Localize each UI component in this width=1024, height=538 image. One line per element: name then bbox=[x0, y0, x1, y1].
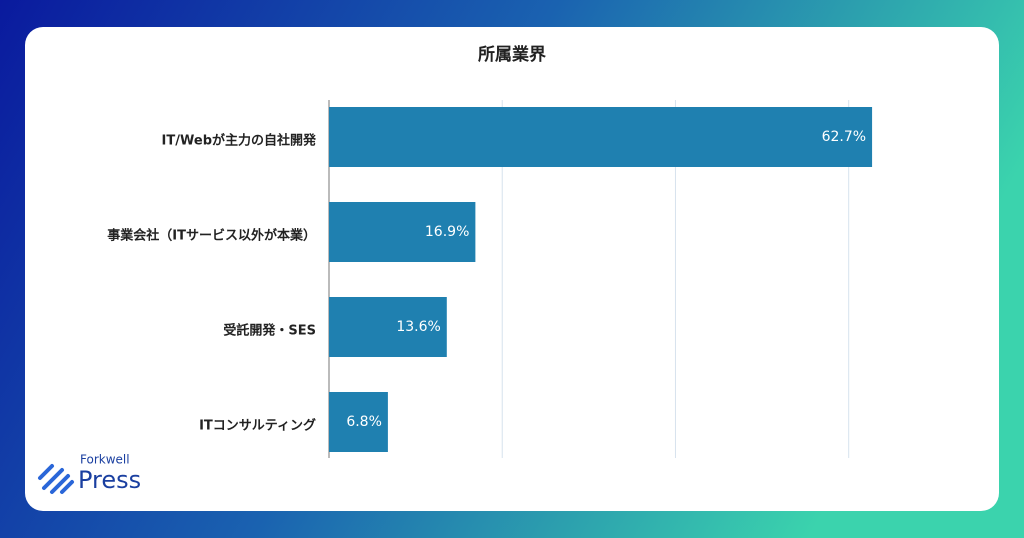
y-tick-label: 受託開発・SES bbox=[223, 323, 316, 339]
bar bbox=[329, 297, 447, 357]
value-label: 13.6% bbox=[396, 319, 440, 335]
logo-main: Press bbox=[78, 466, 141, 494]
card bbox=[25, 27, 999, 511]
value-label: 16.9% bbox=[425, 224, 469, 240]
bar bbox=[329, 107, 873, 167]
y-tick-label: ITコンサルティング bbox=[199, 418, 316, 434]
value-label: 6.8% bbox=[346, 414, 382, 430]
value-label: 62.7% bbox=[822, 129, 866, 145]
y-tick-label: 事業会社（ITサービス以外が本業） bbox=[107, 228, 316, 244]
logo-icon bbox=[38, 464, 74, 494]
bar bbox=[329, 202, 476, 262]
chart-title: 所属業界 bbox=[478, 44, 546, 65]
logo-top: Forkwell bbox=[80, 453, 130, 467]
y-tick-label: IT/Webが主力の自社開発 bbox=[162, 133, 317, 149]
bar bbox=[329, 392, 388, 452]
